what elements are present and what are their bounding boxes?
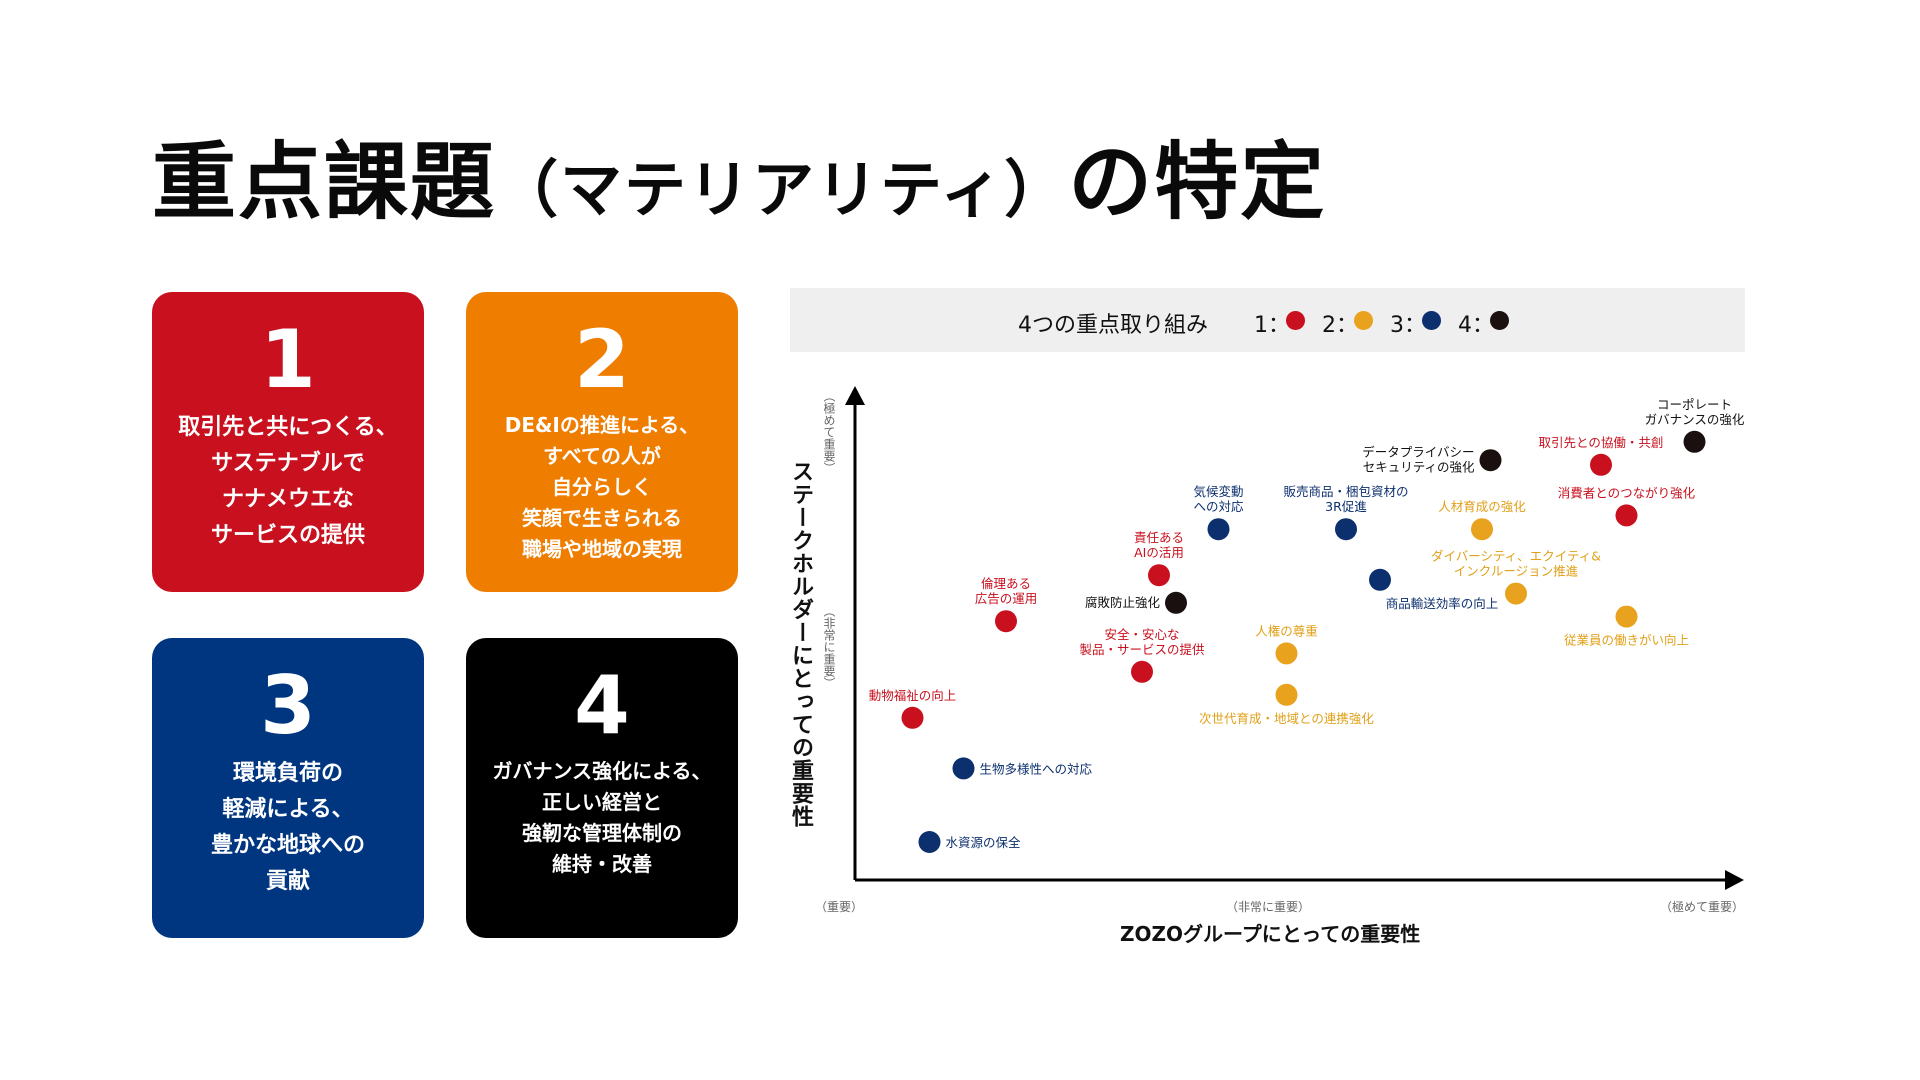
x-tick-mid: （非常に重要） — [1226, 900, 1311, 914]
card-description: DE&Iの推進による、 すべての人が 自分らしく 笑顔で生きられる 職場や地域の… — [504, 413, 700, 561]
data-point — [995, 610, 1017, 633]
data-point — [1471, 518, 1493, 541]
data-point — [918, 831, 941, 853]
data-point-label: 気候変動への対応 — [1193, 484, 1244, 514]
card-description: ガバナンス強化による、 正しい経営と 強靭な管理体制の 維持・改善 — [492, 759, 712, 876]
data-point — [1335, 518, 1357, 541]
data-point-label: 消費者とのつながり強化 — [1558, 485, 1696, 500]
x-axis-arrow — [1725, 870, 1744, 890]
x-axis-label: ZOZOグループにとっての重要性 — [1120, 922, 1421, 946]
legend-dot-3 — [1422, 311, 1441, 330]
data-point — [1615, 605, 1638, 628]
data-point — [1683, 430, 1706, 453]
data-point-label: データプライバシーセキュリティの強化 — [1362, 445, 1475, 475]
data-point — [1207, 518, 1230, 541]
page-title: 重点課題（マテリアリティ）の特定 — [152, 140, 1326, 224]
data-point-label: 倫理ある広告の運用 — [975, 576, 1038, 606]
title-paren: （マテリアリティ） — [496, 153, 1069, 226]
legend-dot-1 — [1286, 311, 1305, 330]
points-layer: コーポレートガバナンスの強化取引先との協働・共創データプライバシーセキュリティの… — [869, 397, 1745, 853]
legend-item-3: 3： — [1390, 313, 1426, 338]
legend-item-4: 4： — [1458, 313, 1494, 338]
x-tick-high: （極めて重要） — [1660, 900, 1745, 914]
materiality-card-2: 2 DE&Iの推進による、 すべての人が 自分らしく 笑顔で生きられる 職場や地… — [466, 292, 738, 592]
card-description: 取引先と共につくる、 サステナブルで ナナメウエな サービスの提供 — [178, 415, 398, 548]
data-point-label: 動物福祉の向上 — [869, 688, 957, 703]
legend-title: 4つの重点取り組み — [1018, 313, 1208, 338]
data-point — [1369, 568, 1391, 591]
data-point-label: ダイバーシティ、エクイティ&インクルージョン推進 — [1431, 549, 1601, 579]
data-point-label: 腐敗防止強化 — [1085, 595, 1161, 610]
card-description: 環境負荷の 軽減による、 豊かな地球への 貢献 — [210, 761, 365, 894]
data-point-label: コーポレートガバナンスの強化 — [1645, 397, 1745, 427]
card-number: 4 — [574, 659, 630, 752]
data-point-label: 水資源の保全 — [946, 835, 1022, 850]
data-point-label: 責任ある AIの活用 — [1134, 530, 1184, 560]
data-point — [1148, 564, 1170, 587]
title-main: 重点課題 — [152, 133, 497, 231]
legend-dot-4 — [1490, 311, 1509, 330]
y-axis-label: ステークホルダーにとっての重要性 — [788, 460, 813, 828]
data-point — [1131, 660, 1153, 683]
card-number: 1 — [260, 313, 316, 406]
title-suffix: の特定 — [1068, 133, 1327, 231]
y-tick-high: （極めて重要） — [822, 390, 836, 474]
data-point — [1275, 642, 1298, 665]
chart-legend: 4つの重点取り組み 1： 2： 3： 4： — [790, 288, 1745, 352]
data-point-label: 商品輸送効率の向上 — [1386, 596, 1499, 611]
y-axis-arrow — [845, 386, 865, 405]
data-point — [1479, 449, 1502, 472]
legend-item-2: 2： — [1322, 313, 1358, 338]
data-point-label: 人材育成の強化 — [1438, 499, 1526, 514]
data-point-label: 次世代育成・地域との連携強化 — [1199, 711, 1374, 726]
data-point-label: 取引先との協働・共創 — [1539, 435, 1664, 450]
data-point — [1505, 582, 1527, 605]
data-point — [1275, 683, 1298, 706]
data-point-label: 従業員の働きがい向上 — [1564, 633, 1689, 648]
data-point — [1590, 453, 1612, 476]
card-number: 3 — [260, 659, 316, 752]
data-point-label: 人権の尊重 — [1255, 623, 1318, 638]
data-point — [1615, 504, 1638, 527]
x-tick-low: （重要） — [815, 900, 864, 914]
materiality-card-4: 4 ガバナンス強化による、 正しい経営と 強靭な管理体制の 維持・改善 — [466, 638, 738, 938]
data-point-label: 販売商品・梱包資材の 3R促進 — [1283, 484, 1408, 514]
materiality-card-3: 3 環境負荷の 軽減による、 豊かな地球への 貢献 — [152, 638, 424, 938]
data-point — [901, 706, 924, 729]
materiality-card-1: 1 取引先と共につくる、 サステナブルで ナナメウエな サービスの提供 — [152, 292, 424, 592]
y-tick-mid: （非常に重要） — [822, 605, 836, 689]
legend-dot-2 — [1354, 311, 1373, 330]
data-point-label: 安全・安心な製品・サービスの提供 — [1079, 627, 1204, 657]
card-number: 2 — [574, 313, 630, 406]
data-point — [952, 757, 975, 780]
data-point-label: 生物多様性への対応 — [980, 761, 1093, 776]
legend-item-1: 1： — [1254, 313, 1290, 338]
data-point — [1165, 591, 1187, 614]
